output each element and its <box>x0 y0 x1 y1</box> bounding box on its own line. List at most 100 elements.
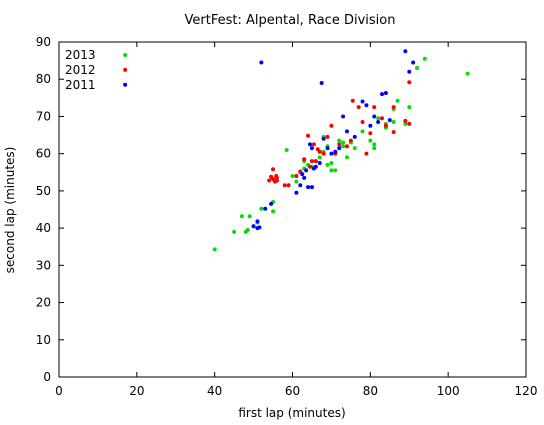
data-point-2011 <box>372 114 377 119</box>
y-axis-label: second lap (minutes) <box>3 147 17 274</box>
data-point-2012 <box>372 105 377 110</box>
y-tick-label: 60 <box>36 147 51 161</box>
plot-frame <box>58 41 527 378</box>
data-point-2012 <box>360 120 365 125</box>
data-point-2011 <box>380 92 385 97</box>
data-point-2013 <box>123 53 128 58</box>
x-tick-label: 60 <box>285 384 300 398</box>
y-tick-label: 0 <box>43 370 51 384</box>
data-point-2011 <box>317 160 322 165</box>
data-point-2013 <box>372 142 377 147</box>
data-point-2011 <box>337 146 342 151</box>
data-point-2013 <box>259 206 264 211</box>
data-point-2013 <box>337 138 342 143</box>
data-point-2012 <box>294 174 299 178</box>
x-tick-label: 120 <box>515 384 538 398</box>
data-point-2013 <box>376 116 381 121</box>
data-point-2011 <box>325 146 330 151</box>
y-tick-label: 10 <box>36 333 51 347</box>
legend-label-2013: 2013 <box>65 48 96 62</box>
data-point-2013 <box>325 162 330 167</box>
data-point-2013 <box>372 146 377 151</box>
data-point-2012 <box>286 183 291 188</box>
data-point-2013 <box>329 160 334 165</box>
data-point-2012 <box>271 167 276 172</box>
data-point-2011 <box>294 190 299 195</box>
data-point-2013 <box>341 144 346 149</box>
data-point-2013 <box>368 138 373 143</box>
data-point-2012 <box>306 133 311 138</box>
data-point-2011 <box>304 168 309 173</box>
axis-ticks: 0 20 40 60 80 100 120 0 10 20 30 40 50 60 70 80 90 <box>36 35 538 398</box>
data-point-2012 <box>274 178 279 183</box>
data-point-2013 <box>212 247 217 252</box>
data-point-2012 <box>282 183 287 188</box>
x-tick-label: 80 <box>363 384 378 398</box>
data-point-2012 <box>337 142 342 147</box>
data-point-2012 <box>329 123 334 128</box>
data-point-2012 <box>313 159 318 164</box>
y-tick-label: 80 <box>36 72 51 86</box>
data-point-2012 <box>317 149 322 154</box>
data-point-2011 <box>302 175 307 180</box>
data-point-2011 <box>298 183 303 188</box>
chart-title: VertFest: Alpental, Race Division <box>185 13 396 28</box>
x-tick-label: 100 <box>437 384 460 398</box>
data-point-2013 <box>403 121 408 126</box>
data-point-2011 <box>319 80 324 85</box>
data-point-2012 <box>311 142 316 147</box>
data-point-2012 <box>380 116 385 121</box>
data-point-2013 <box>391 120 396 125</box>
data-point-2011 <box>403 49 408 54</box>
y-tick-label: 20 <box>36 296 51 310</box>
data-point-2011 <box>308 142 313 147</box>
legend-label-2011: 2011 <box>65 78 96 92</box>
data-point-2012 <box>391 130 396 135</box>
data-point-2013 <box>333 168 338 173</box>
data-point-2013 <box>284 147 289 152</box>
data-point-2013 <box>415 66 420 71</box>
data-point-2011 <box>300 172 305 177</box>
data-point-2012 <box>309 159 314 164</box>
data-point-2011 <box>255 219 260 224</box>
data-point-2012 <box>403 118 408 123</box>
data-point-2011 <box>407 69 412 74</box>
data-point-2013 <box>352 146 357 151</box>
data-point-2011 <box>352 134 357 139</box>
data-point-2012 <box>383 123 388 128</box>
data-point-2011 <box>333 149 338 154</box>
x-tick-label: 40 <box>207 384 222 398</box>
data-point-2011 <box>309 185 314 190</box>
data-point-2012 <box>348 138 353 143</box>
data-point-2011 <box>313 164 318 169</box>
y-tick-label: 70 <box>36 109 51 123</box>
data-point-2012 <box>368 131 373 136</box>
y-tick-label: 50 <box>36 184 51 198</box>
data-point-2011 <box>341 114 346 119</box>
data-point-2013 <box>247 214 252 219</box>
data-point-2013 <box>245 227 250 232</box>
y-tick-label: 90 <box>36 35 51 49</box>
data-point-2011 <box>344 129 349 134</box>
data-point-2011 <box>411 60 416 65</box>
data-point-2013 <box>395 98 400 103</box>
data-point-2012 <box>350 98 355 103</box>
x-tick-label: 20 <box>129 384 144 398</box>
data-point-2013 <box>407 105 412 110</box>
data-point-2012 <box>123 67 128 72</box>
data-point-2011 <box>376 120 381 125</box>
y-tick-label: 30 <box>36 258 51 272</box>
data-point-2013 <box>329 168 334 173</box>
data-point-2011 <box>306 185 311 190</box>
data-point-2013 <box>344 155 349 160</box>
data-point-2011 <box>383 90 388 95</box>
data-point-2013 <box>465 71 470 76</box>
data-point-2013 <box>290 174 295 178</box>
data-point-2013 <box>422 56 427 61</box>
data-point-2011 <box>368 123 373 128</box>
y-tick-label: 40 <box>36 221 51 235</box>
data-point-2012 <box>344 144 349 149</box>
data-point-2012 <box>364 151 369 156</box>
data-point-2011 <box>364 103 369 108</box>
data-point-2012 <box>407 121 412 126</box>
